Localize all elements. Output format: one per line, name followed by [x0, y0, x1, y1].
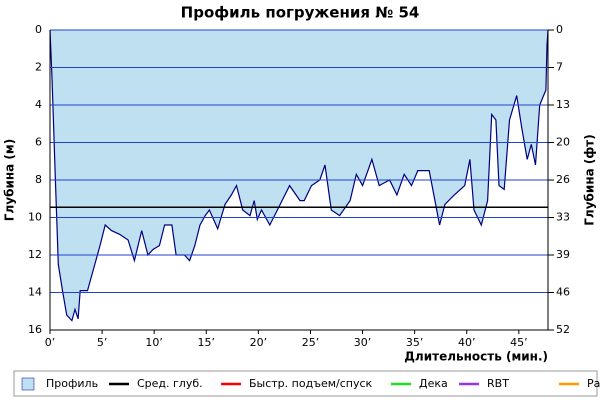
legend-label: Сред. глуб.	[137, 377, 203, 390]
profile-line	[49, 29, 549, 322]
x-tick-label: 5’	[97, 336, 108, 349]
y-tick-label: 2	[35, 61, 42, 74]
y-tick-label: 6	[35, 136, 42, 149]
y2-tick-label: 0	[556, 23, 563, 36]
y-tick-label: 0	[35, 23, 42, 36]
x-tick-label: 0’	[45, 336, 56, 349]
y2-tick-label: 20	[556, 136, 570, 149]
legend-label: Дека	[419, 377, 448, 390]
y-tick-label: 12	[28, 248, 42, 261]
legend-swatch	[21, 377, 35, 391]
y2-tick-label: 52	[556, 323, 570, 336]
legend-label: Профиль	[46, 377, 98, 390]
y2-tick-label: 7	[556, 60, 563, 73]
x-tick-label: 45’	[510, 336, 528, 349]
x-tick-label: 10’	[145, 336, 163, 349]
y2-axis-label: Глубина (фт)	[583, 134, 597, 225]
y2-tick-label: 13	[556, 98, 570, 111]
y2-tick-label: 26	[556, 173, 570, 186]
legend-label: Раб.	[587, 377, 600, 390]
y-tick-label: 8	[35, 173, 42, 186]
legend-label: RBT	[487, 377, 509, 390]
x-tick-label: 15’	[198, 336, 216, 349]
x-tick-label: 20’	[250, 336, 268, 349]
legend-label: Быстр. подъем/спуск	[249, 377, 373, 390]
y2-tick-label: 46	[556, 286, 570, 299]
y2-tick-label: 33	[556, 211, 570, 224]
y-tick-label: 4	[35, 98, 42, 111]
y-tick-label: 10	[28, 211, 42, 224]
x-tick-label: 35’	[406, 336, 424, 349]
x-tick-label: 40’	[458, 336, 476, 349]
y-tick-label: 16	[28, 323, 42, 336]
x-tick-label: 30’	[354, 336, 372, 349]
y-tick-label: 14	[28, 286, 42, 299]
profile-area	[50, 30, 548, 321]
x-tick-label: 25’	[302, 336, 320, 349]
y-axis-label: Глубина (м)	[3, 139, 17, 221]
y2-tick-label: 39	[556, 248, 570, 261]
chart-title: Профиль погружения № 54	[181, 4, 420, 22]
x-axis-label: Длительность (мин.)	[404, 350, 548, 364]
